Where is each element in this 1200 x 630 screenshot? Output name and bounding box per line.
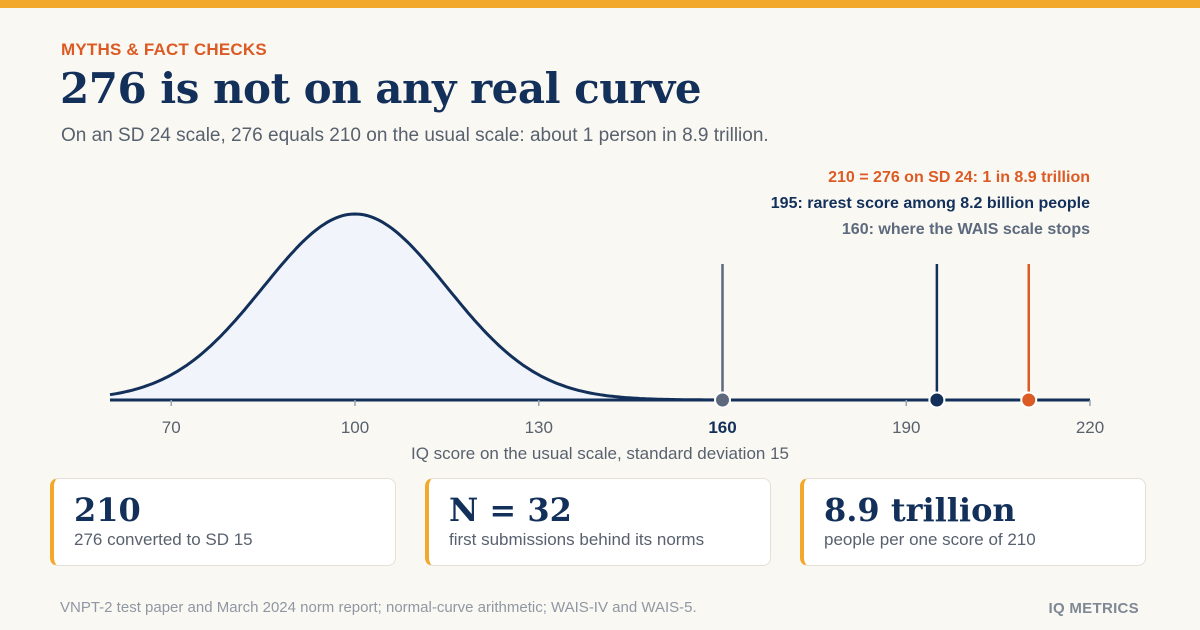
stat-label: 276 converted to SD 15 (74, 530, 253, 549)
marker-dot (714, 391, 731, 409)
distribution-curve (109, 212, 1090, 402)
x-tick-label: 160 (708, 418, 736, 437)
x-tick-label: 70 (162, 418, 181, 437)
x-tick-label: 190 (892, 418, 920, 437)
x-axis-label: IQ score on the usual scale, standard de… (411, 444, 789, 463)
stat-value: 8.9 trillion (824, 491, 1016, 529)
marker-label: 195: rarest score among 8.2 billion peop… (771, 195, 1090, 212)
x-tick-label: 130 (525, 418, 553, 437)
marker-label: 210 = 276 on SD 24: 1 in 8.9 trillion (828, 169, 1090, 186)
source-note: VNPT-2 test paper and March 2024 norm re… (60, 599, 697, 616)
curve-area (110, 214, 1090, 400)
marker-dot (928, 391, 946, 409)
stat-card-sample-size: N = 32 first submissions behind its norm… (425, 478, 771, 566)
stat-value: 210 (74, 491, 141, 529)
marker-label: 160: where the WAIS scale stops (842, 221, 1090, 238)
stat-card-rarity: 8.9 trillion people per one score of 210 (800, 478, 1146, 566)
stat-value: N = 32 (449, 491, 572, 529)
brand-logo: IQ METRICS (1048, 600, 1139, 617)
stat-card-converted-score: 210 276 converted to SD 15 (50, 478, 396, 566)
x-tick-label: 100 (341, 418, 369, 437)
stat-label: first submissions behind its norms (449, 530, 705, 549)
stat-label: people per one score of 210 (824, 530, 1036, 549)
iq-distribution-chart: 70 100 130 160 190 220 IQ score on the usual s… (109, 169, 1104, 463)
page-title: 276 is not on any real curve (60, 64, 702, 113)
x-tick-label: 220 (1076, 418, 1104, 437)
page-subtitle: On an SD 24 scale, 276 equals 210 on the… (61, 125, 769, 146)
kicker-label: MYTHS & FACT CHECKS (61, 40, 267, 59)
top-accent-bar (0, 0, 1200, 8)
marker-dot (1020, 391, 1038, 409)
